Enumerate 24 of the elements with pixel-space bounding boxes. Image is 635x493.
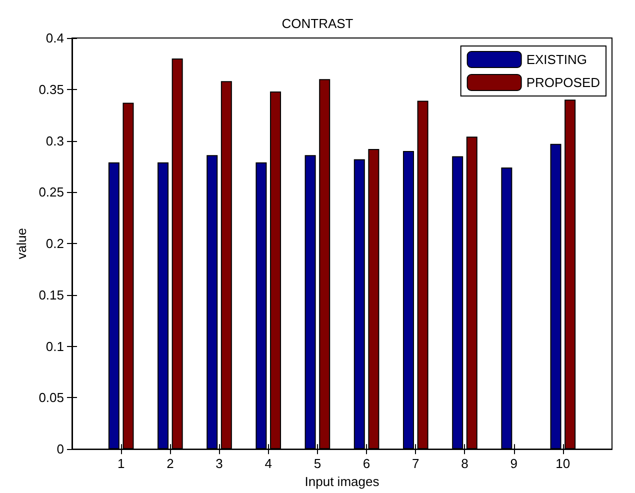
x-tick-label: 1 [117,456,125,472]
y-tick-label: 0.1 [46,338,64,354]
chart-title: CONTRAST [282,16,354,31]
x-tick-label: 10 [556,456,570,472]
y-tick-label: 0.15 [38,287,64,302]
x-tick-label: 5 [314,456,322,472]
y-tick-label: 0.05 [38,390,64,406]
y-tick-label: 0.25 [38,184,64,200]
legend-label: PROPOSED [526,75,600,90]
x-tick-label: 3 [216,456,223,472]
x-tick-label: 4 [264,456,272,472]
y-tick-label: 0.35 [38,82,64,97]
x-axis-title: Input images [304,474,380,489]
y-tick-label: 0.3 [46,133,64,148]
y-axis-title: value [14,228,29,260]
y-tick-label: 0.4 [46,30,64,46]
y-tick-label: 0.2 [46,236,64,252]
y-tick-label: 0 [56,442,64,457]
x-tick-label: 2 [166,456,174,472]
x-tick-label: 8 [461,456,468,472]
legend-label: EXISTING [526,52,588,67]
x-tick-label: 9 [510,456,518,472]
x-tick-label: 7 [412,456,420,472]
x-tick-label: 6 [362,456,370,472]
